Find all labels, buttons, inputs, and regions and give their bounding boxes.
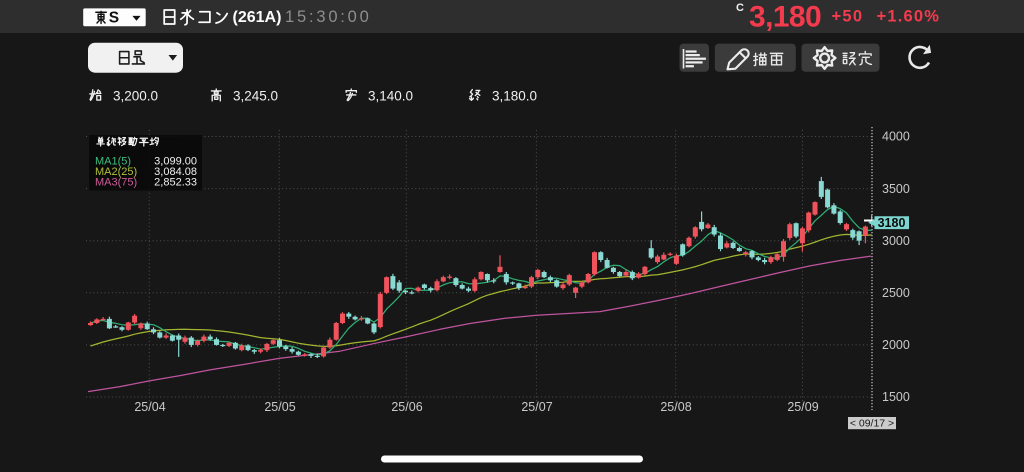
- svg-text:25/08: 25/08: [660, 400, 691, 414]
- svg-text:MA3(75): MA3(75): [95, 176, 137, 188]
- svg-text:2500: 2500: [882, 286, 910, 300]
- svg-text:S: S: [109, 10, 119, 27]
- svg-text:3,200.0: 3,200.0: [113, 89, 158, 104]
- svg-text:3,245.0: 3,245.0: [233, 89, 278, 104]
- svg-text:3500: 3500: [882, 182, 910, 196]
- svg-text:< 09/17 >: < 09/17 >: [850, 418, 894, 430]
- svg-text:+50: +50: [832, 8, 864, 26]
- svg-text:3000: 3000: [882, 234, 910, 248]
- svg-text:C: C: [736, 2, 744, 14]
- svg-text:25/09: 25/09: [787, 400, 818, 414]
- svg-text:15:30:00: 15:30:00: [285, 8, 372, 26]
- svg-text:3,180: 3,180: [749, 1, 821, 34]
- svg-text:(261A): (261A): [233, 9, 282, 26]
- svg-text:2,852.33: 2,852.33: [154, 176, 197, 188]
- svg-text:+1.60%: +1.60%: [877, 8, 941, 26]
- svg-text:3180: 3180: [878, 216, 906, 230]
- svg-text:25/06: 25/06: [391, 400, 422, 414]
- svg-text:1500: 1500: [882, 390, 910, 404]
- svg-text:3,099.00: 3,099.00: [154, 156, 197, 168]
- svg-text:3,180.0: 3,180.0: [492, 89, 537, 104]
- svg-text:25/04: 25/04: [134, 400, 165, 414]
- svg-text:3,084.08: 3,084.08: [154, 166, 197, 178]
- svg-text:4000: 4000: [882, 130, 910, 144]
- svg-text:25/05: 25/05: [264, 400, 295, 414]
- svg-text:2000: 2000: [882, 338, 910, 352]
- svg-text:25/07: 25/07: [521, 400, 552, 414]
- svg-text:MA1(5): MA1(5): [95, 156, 131, 168]
- svg-text:3,140.0: 3,140.0: [368, 89, 413, 104]
- svg-text:MA2(25): MA2(25): [95, 166, 137, 178]
